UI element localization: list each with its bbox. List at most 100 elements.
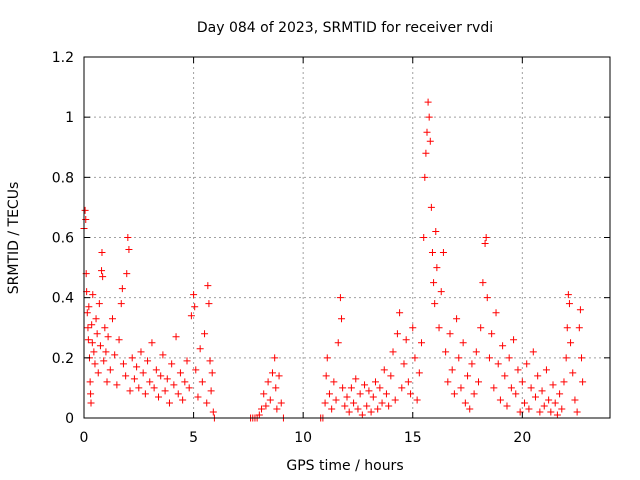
data-point bbox=[521, 399, 529, 407]
data-point bbox=[523, 360, 531, 368]
data-point bbox=[391, 396, 399, 404]
data-point bbox=[459, 339, 467, 347]
data-point bbox=[567, 339, 575, 347]
data-point bbox=[332, 396, 340, 404]
data-point bbox=[102, 348, 110, 356]
data-point bbox=[123, 270, 131, 278]
data-point bbox=[321, 399, 329, 407]
data-point bbox=[423, 128, 431, 136]
data-point bbox=[83, 309, 91, 317]
data-point bbox=[534, 372, 542, 380]
y-tick-label: 0.2 bbox=[52, 351, 74, 367]
data-point bbox=[563, 324, 571, 332]
data-point bbox=[518, 378, 526, 386]
data-point bbox=[404, 378, 412, 386]
data-point bbox=[376, 384, 384, 392]
data-point bbox=[194, 393, 202, 401]
data-point bbox=[503, 402, 511, 410]
data-point bbox=[562, 354, 570, 362]
data-point bbox=[82, 215, 90, 223]
data-point bbox=[118, 285, 126, 293]
data-point bbox=[198, 378, 206, 386]
data-point bbox=[470, 390, 478, 398]
data-point bbox=[457, 384, 465, 392]
data-point bbox=[93, 330, 101, 338]
data-point bbox=[113, 381, 121, 389]
data-point bbox=[101, 324, 109, 332]
y-tick-label: 1.2 bbox=[52, 50, 74, 66]
data-point bbox=[155, 393, 163, 401]
data-point bbox=[450, 390, 458, 398]
data-point bbox=[512, 390, 520, 398]
data-point bbox=[409, 324, 417, 332]
data-point bbox=[275, 372, 283, 380]
data-point bbox=[89, 291, 97, 299]
data-point bbox=[564, 291, 572, 299]
data-point bbox=[137, 348, 145, 356]
data-point bbox=[203, 399, 211, 407]
data-point bbox=[98, 249, 106, 257]
data-point bbox=[505, 354, 513, 362]
data-point bbox=[255, 411, 263, 419]
data-point bbox=[86, 378, 94, 386]
data-point bbox=[204, 282, 212, 290]
data-point bbox=[100, 357, 108, 365]
data-point bbox=[258, 405, 266, 413]
data-point bbox=[90, 348, 98, 356]
data-point bbox=[150, 384, 158, 392]
data-point bbox=[531, 393, 539, 401]
data-point bbox=[95, 300, 103, 308]
data-point bbox=[163, 375, 171, 383]
data-point bbox=[196, 345, 204, 353]
data-point bbox=[87, 390, 95, 398]
data-point bbox=[108, 315, 116, 323]
data-point bbox=[442, 348, 450, 356]
data-point bbox=[382, 390, 390, 398]
data-point bbox=[106, 366, 114, 374]
data-point bbox=[84, 336, 92, 344]
x-tick-label: 5 bbox=[189, 430, 198, 446]
data-point bbox=[482, 234, 490, 241]
data-point bbox=[161, 387, 169, 395]
data-point bbox=[352, 375, 360, 383]
data-point bbox=[536, 408, 544, 416]
data-point bbox=[330, 378, 338, 386]
data-point bbox=[84, 324, 92, 332]
data-point bbox=[354, 405, 362, 413]
data-point bbox=[490, 384, 498, 392]
y-tick-label: 0 bbox=[65, 411, 74, 427]
data-point bbox=[111, 351, 119, 359]
data-point bbox=[119, 360, 127, 368]
y-tick-label: 0.4 bbox=[52, 291, 74, 307]
data-point bbox=[128, 354, 136, 362]
data-point bbox=[88, 321, 96, 329]
data-point bbox=[273, 405, 281, 413]
y-tick-label: 1 bbox=[65, 110, 74, 126]
data-point bbox=[507, 384, 515, 392]
data-point bbox=[208, 369, 216, 377]
data-point bbox=[571, 396, 579, 404]
data-point bbox=[125, 246, 133, 254]
data-point bbox=[334, 339, 342, 347]
data-point bbox=[174, 390, 182, 398]
data-point bbox=[538, 387, 546, 395]
data-point bbox=[553, 411, 561, 419]
data-point bbox=[187, 312, 195, 320]
data-point bbox=[444, 378, 452, 386]
data-point bbox=[466, 405, 474, 413]
data-point bbox=[400, 360, 408, 368]
data-point bbox=[428, 249, 436, 257]
data-point bbox=[363, 402, 371, 410]
data-point bbox=[148, 339, 156, 347]
data-point bbox=[499, 342, 507, 350]
data-point bbox=[422, 149, 430, 157]
data-point bbox=[209, 408, 217, 416]
data-point bbox=[361, 381, 369, 389]
data-point bbox=[103, 378, 111, 386]
data-point bbox=[468, 360, 476, 368]
x-tick-label: 0 bbox=[80, 430, 89, 446]
data-point bbox=[573, 408, 581, 416]
data-point bbox=[144, 357, 152, 365]
axis-ticks: 0 0.2 0.4 0.6 0.8 1 1.2 0 5 10 15 20 bbox=[52, 50, 610, 446]
data-point bbox=[424, 98, 432, 106]
